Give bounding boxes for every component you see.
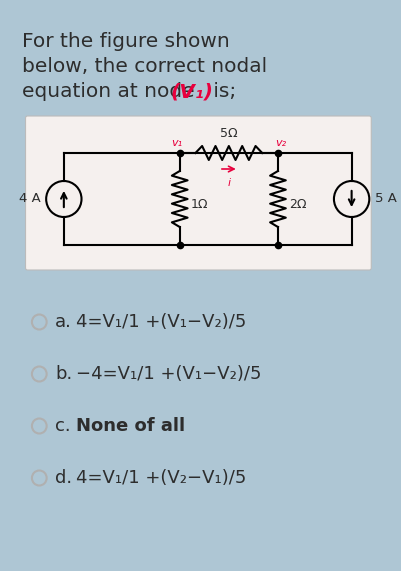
Text: c.: c. bbox=[55, 417, 71, 435]
Text: −4=V₁/1 +(V₁−V₂)/5: −4=V₁/1 +(V₁−V₂)/5 bbox=[76, 365, 261, 383]
Text: None of all: None of all bbox=[76, 417, 185, 435]
Text: below, the correct nodal: below, the correct nodal bbox=[22, 57, 267, 76]
Text: v₂: v₂ bbox=[275, 138, 286, 148]
Text: equation at node: equation at node bbox=[22, 82, 200, 101]
Text: a.: a. bbox=[55, 313, 72, 331]
FancyBboxPatch shape bbox=[26, 116, 371, 270]
Text: For the figure shown: For the figure shown bbox=[22, 32, 229, 51]
Text: 4=V₁/1 +(V₂−V₁)/5: 4=V₁/1 +(V₂−V₁)/5 bbox=[76, 469, 246, 487]
Text: 5Ω: 5Ω bbox=[220, 127, 238, 140]
Text: d.: d. bbox=[55, 469, 72, 487]
Text: 4 A: 4 A bbox=[18, 192, 40, 206]
Text: i: i bbox=[227, 178, 231, 188]
Text: (V₁): (V₁) bbox=[171, 82, 214, 101]
Text: 2Ω: 2Ω bbox=[289, 199, 306, 211]
Text: 4=V₁/1 +(V₁−V₂)/5: 4=V₁/1 +(V₁−V₂)/5 bbox=[76, 313, 246, 331]
Text: is;: is; bbox=[207, 82, 237, 101]
Text: 5 A: 5 A bbox=[375, 192, 397, 206]
Text: v₁: v₁ bbox=[171, 138, 182, 148]
Text: 1Ω: 1Ω bbox=[190, 199, 208, 211]
Text: b.: b. bbox=[55, 365, 72, 383]
